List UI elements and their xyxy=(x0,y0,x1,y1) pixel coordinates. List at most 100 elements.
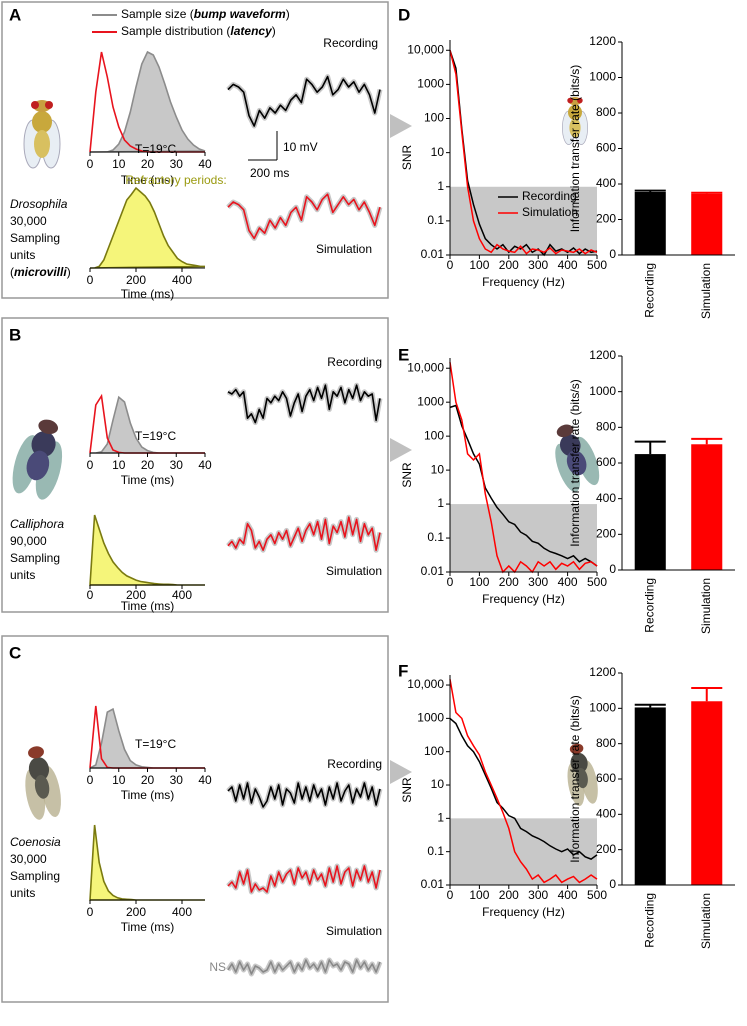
trace xyxy=(227,782,381,808)
scale-label: 200 ms xyxy=(250,166,289,180)
x-tick-label: 30 xyxy=(170,458,184,472)
y-tick-label: 0.01 xyxy=(421,877,445,891)
x-tick-label: 20 xyxy=(141,773,155,787)
x-axis-label: Frequency (Hz) xyxy=(482,275,565,289)
bar xyxy=(634,707,666,885)
y-tick-label: 1000 xyxy=(417,711,444,725)
line xyxy=(449,717,598,860)
fly-abdomen xyxy=(26,450,50,481)
x-tick-label: 200 xyxy=(126,588,146,602)
unit-label: Sampling xyxy=(10,551,60,565)
species: Calliphora xyxy=(10,517,64,531)
unit-label: units xyxy=(10,248,35,262)
curve xyxy=(90,395,205,454)
y-axis-label: SNR xyxy=(400,777,414,803)
x-tick-label: 400 xyxy=(172,588,192,602)
panel-letter: F xyxy=(398,661,408,680)
legend-label: Simulation xyxy=(522,205,578,219)
y-tick-label: 10,000 xyxy=(407,677,444,691)
x-tick-label: 200 xyxy=(499,888,519,902)
fly-abdomen xyxy=(34,774,50,799)
x-tick-label: Simulation xyxy=(699,263,713,319)
chart-title: Refractory periods: xyxy=(125,173,226,187)
panel-letter: E xyxy=(398,345,409,364)
x-tick-label: 300 xyxy=(528,888,548,902)
unit-count: 30,000 xyxy=(10,852,47,866)
fly-abdomen xyxy=(569,118,581,138)
x-tick-label: 20 xyxy=(141,157,155,171)
panel-box xyxy=(1,317,389,613)
y-tick-label: 10 xyxy=(431,145,445,159)
legend-label: Sample distribution (latency) xyxy=(121,24,276,38)
x-tick-label: 100 xyxy=(469,575,489,589)
y-tick-label: 1000 xyxy=(417,77,444,91)
unit-label: units xyxy=(10,886,35,900)
x-tick-label: 0 xyxy=(87,905,94,919)
trace xyxy=(227,75,381,127)
fly-wing xyxy=(555,443,581,493)
y-tick-label: 0 xyxy=(609,877,616,891)
fly-head xyxy=(38,419,59,435)
fly-head xyxy=(28,746,44,759)
y-tick-label: 10,000 xyxy=(407,360,444,374)
x-axis-label: Time (ms) xyxy=(121,473,175,487)
trace xyxy=(227,384,381,424)
y-tick-label: 600 xyxy=(596,455,616,469)
y-axis-label: Information transfer rate (bits/s) xyxy=(568,379,582,546)
x-tick-label: 400 xyxy=(172,905,192,919)
fly-icon xyxy=(567,743,598,807)
x-tick-label: 10 xyxy=(112,157,126,171)
y-tick-label: 1200 xyxy=(589,34,616,48)
y-tick-label: 1200 xyxy=(589,665,616,679)
y-tick-label: 200 xyxy=(596,212,616,226)
legend-label: Recording xyxy=(522,189,577,203)
curve xyxy=(89,824,205,901)
arrow xyxy=(390,438,412,462)
x-tick-label: 10 xyxy=(112,458,126,472)
y-axis-label: Information transfer rate (bits/s) xyxy=(568,65,582,232)
scale-label: 10 mV xyxy=(283,140,318,154)
fly-eye xyxy=(31,101,39,109)
x-tick-label: 0 xyxy=(87,157,94,171)
y-tick-label: 600 xyxy=(596,771,616,785)
trace xyxy=(227,865,381,893)
fly-icon xyxy=(12,419,63,500)
fly-thorax xyxy=(31,431,56,458)
trace-label: Recording xyxy=(327,355,382,369)
fly-head xyxy=(569,743,584,754)
y-tick-label: 200 xyxy=(596,527,616,541)
x-tick-label: 30 xyxy=(170,773,184,787)
trace-label: Simulation xyxy=(326,564,382,578)
unit-label: Sampling xyxy=(10,231,60,245)
bar xyxy=(691,193,723,255)
unit-count: 90,000 xyxy=(10,534,47,548)
panel-letter: D xyxy=(398,5,410,24)
y-tick-label: 0 xyxy=(609,247,616,261)
line xyxy=(449,679,598,884)
annotation: T=19°C xyxy=(135,429,176,443)
species: Coenosia xyxy=(10,835,61,849)
x-axis-label: Time (ms) xyxy=(121,599,175,613)
curve xyxy=(89,186,206,269)
x-tick-label: 20 xyxy=(141,458,155,472)
fly-icon xyxy=(23,100,61,169)
y-tick-label: 10,000 xyxy=(407,42,444,56)
y-axis-label: Information transfer rate (bits/s) xyxy=(568,695,582,862)
fly-icon xyxy=(555,424,600,493)
fly-head xyxy=(556,424,574,438)
x-tick-label: Recording xyxy=(642,578,656,633)
x-tick-label: 200 xyxy=(499,575,519,589)
x-tick-label: 0 xyxy=(447,888,454,902)
y-tick-label: 800 xyxy=(596,736,616,750)
trace xyxy=(227,193,381,240)
y-tick-label: 800 xyxy=(596,420,616,434)
y-axis-label: SNR xyxy=(400,462,414,488)
trace xyxy=(227,959,381,975)
fly-abdomen xyxy=(575,767,588,789)
y-tick-label: 0.1 xyxy=(427,530,444,544)
x-tick-label: 300 xyxy=(528,575,548,589)
x-tick-label: 200 xyxy=(126,905,146,919)
x-tick-label: 0 xyxy=(447,575,454,589)
x-tick-label: 0 xyxy=(87,588,94,602)
y-tick-label: 100 xyxy=(424,428,444,442)
